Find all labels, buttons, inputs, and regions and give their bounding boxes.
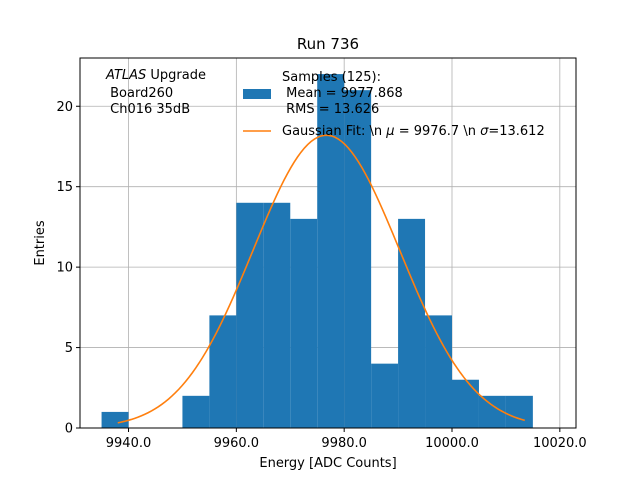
legend-samples-line1: Samples (125): [282,70,381,85]
x-tick-label: 9940.0 [106,436,152,451]
histogram-bar [452,379,479,428]
histogram-bar [478,395,506,428]
x-tick-label: 10000.0 [425,436,479,451]
legend-fit-label: Gaussian Fit: \n μ = 9976.7 \n σ=13.612 [282,124,545,139]
svg-text:ATLAS Upgrade: ATLAS Upgrade [105,68,206,83]
histogram-bar [236,202,264,428]
histogram-bar [371,363,399,428]
chart-title: Run 736 [297,35,359,53]
y-tick-label: 5 [65,341,73,356]
y-tick-label: 10 [56,261,73,276]
atlas-annotation: ATLAS Upgrade Board260 Ch016 35dB [105,68,206,117]
x-tick-label: 10020.0 [533,436,587,451]
histogram-bar [344,90,372,428]
annotation-channel: Ch016 35dB [106,102,190,117]
y-tick-label: 15 [56,180,73,195]
annotation-experiment-suffix: Upgrade [146,68,206,83]
gaussian-fit-curve [117,134,526,424]
histogram-bar [398,218,426,428]
histogram-bar [101,411,129,428]
legend-samples-line2: Mean = 9977.868 [282,86,403,101]
legend: Samples (125): Mean = 9977.868 RMS = 13.… [243,70,545,139]
axes-frame [79,57,577,429]
histogram-bar [290,218,318,428]
histogram-bars [101,74,533,428]
histogram-bar [425,315,452,428]
annotation-board: Board260 [106,86,173,101]
histogram-bar [263,202,291,428]
x-axis-ticks: 9940.0 9960.0 9980.0 10000.0 10020.0 [106,428,587,451]
legend-samples-swatch [243,89,271,99]
x-tick-label: 9980.0 [321,436,367,451]
annotation-experiment: ATLAS [105,68,146,83]
y-axis-label: Entries [33,220,48,266]
histogram-bar [317,74,345,428]
y-tick-label: 20 [56,100,73,115]
y-tick-label: 0 [65,422,73,437]
x-tick-label: 9960.0 [214,436,260,451]
y-axis-ticks: 0 5 10 15 20 [56,100,80,437]
legend-samples-line3: RMS = 13.626 [282,102,379,117]
histogram-bar [182,395,210,428]
histogram-bar [505,395,533,428]
x-axis-label: Energy [ADC Counts] [259,456,396,471]
histogram-bar [209,315,237,428]
